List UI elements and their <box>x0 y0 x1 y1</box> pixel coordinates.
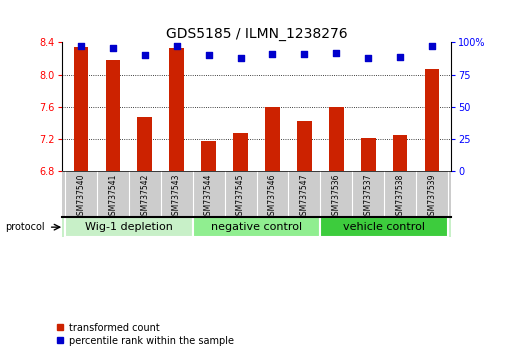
Point <box>76 44 85 49</box>
Bar <box>73 46 88 171</box>
Point <box>396 54 404 59</box>
Bar <box>202 141 216 171</box>
Text: GSM737538: GSM737538 <box>396 173 405 220</box>
Bar <box>233 133 248 171</box>
Text: GSM737541: GSM737541 <box>108 173 117 220</box>
Bar <box>169 48 184 171</box>
Point <box>268 51 277 57</box>
Text: GSM737545: GSM737545 <box>236 173 245 220</box>
Point <box>141 52 149 58</box>
Text: GSM737546: GSM737546 <box>268 173 277 220</box>
Text: GSM737539: GSM737539 <box>428 173 437 220</box>
Text: negative control: negative control <box>211 222 302 232</box>
Bar <box>425 69 440 171</box>
Bar <box>265 107 280 171</box>
Bar <box>329 107 344 171</box>
Point <box>172 44 181 49</box>
Text: GSM737543: GSM737543 <box>172 173 181 220</box>
Bar <box>361 137 376 171</box>
Point <box>428 44 437 49</box>
Bar <box>321 217 448 237</box>
Text: protocol: protocol <box>5 222 45 232</box>
Point <box>236 55 245 61</box>
Bar <box>192 217 321 237</box>
Legend: transformed count, percentile rank within the sample: transformed count, percentile rank withi… <box>56 323 234 346</box>
Point <box>300 51 308 57</box>
Text: GSM737537: GSM737537 <box>364 173 373 220</box>
Point <box>109 45 117 51</box>
Point <box>205 52 213 58</box>
Bar <box>393 135 407 171</box>
Bar <box>137 116 152 171</box>
Title: GDS5185 / ILMN_1238276: GDS5185 / ILMN_1238276 <box>166 28 347 41</box>
Bar <box>106 60 120 171</box>
Text: vehicle control: vehicle control <box>343 222 425 232</box>
Text: Wig-1 depletion: Wig-1 depletion <box>85 222 172 232</box>
Bar <box>65 217 192 237</box>
Text: GSM737544: GSM737544 <box>204 173 213 220</box>
Text: GSM737540: GSM737540 <box>76 173 85 220</box>
Text: GSM737547: GSM737547 <box>300 173 309 220</box>
Text: GSM737542: GSM737542 <box>140 173 149 220</box>
Point <box>364 55 372 61</box>
Point <box>332 50 341 56</box>
Text: GSM737536: GSM737536 <box>332 173 341 220</box>
Bar <box>297 121 311 171</box>
